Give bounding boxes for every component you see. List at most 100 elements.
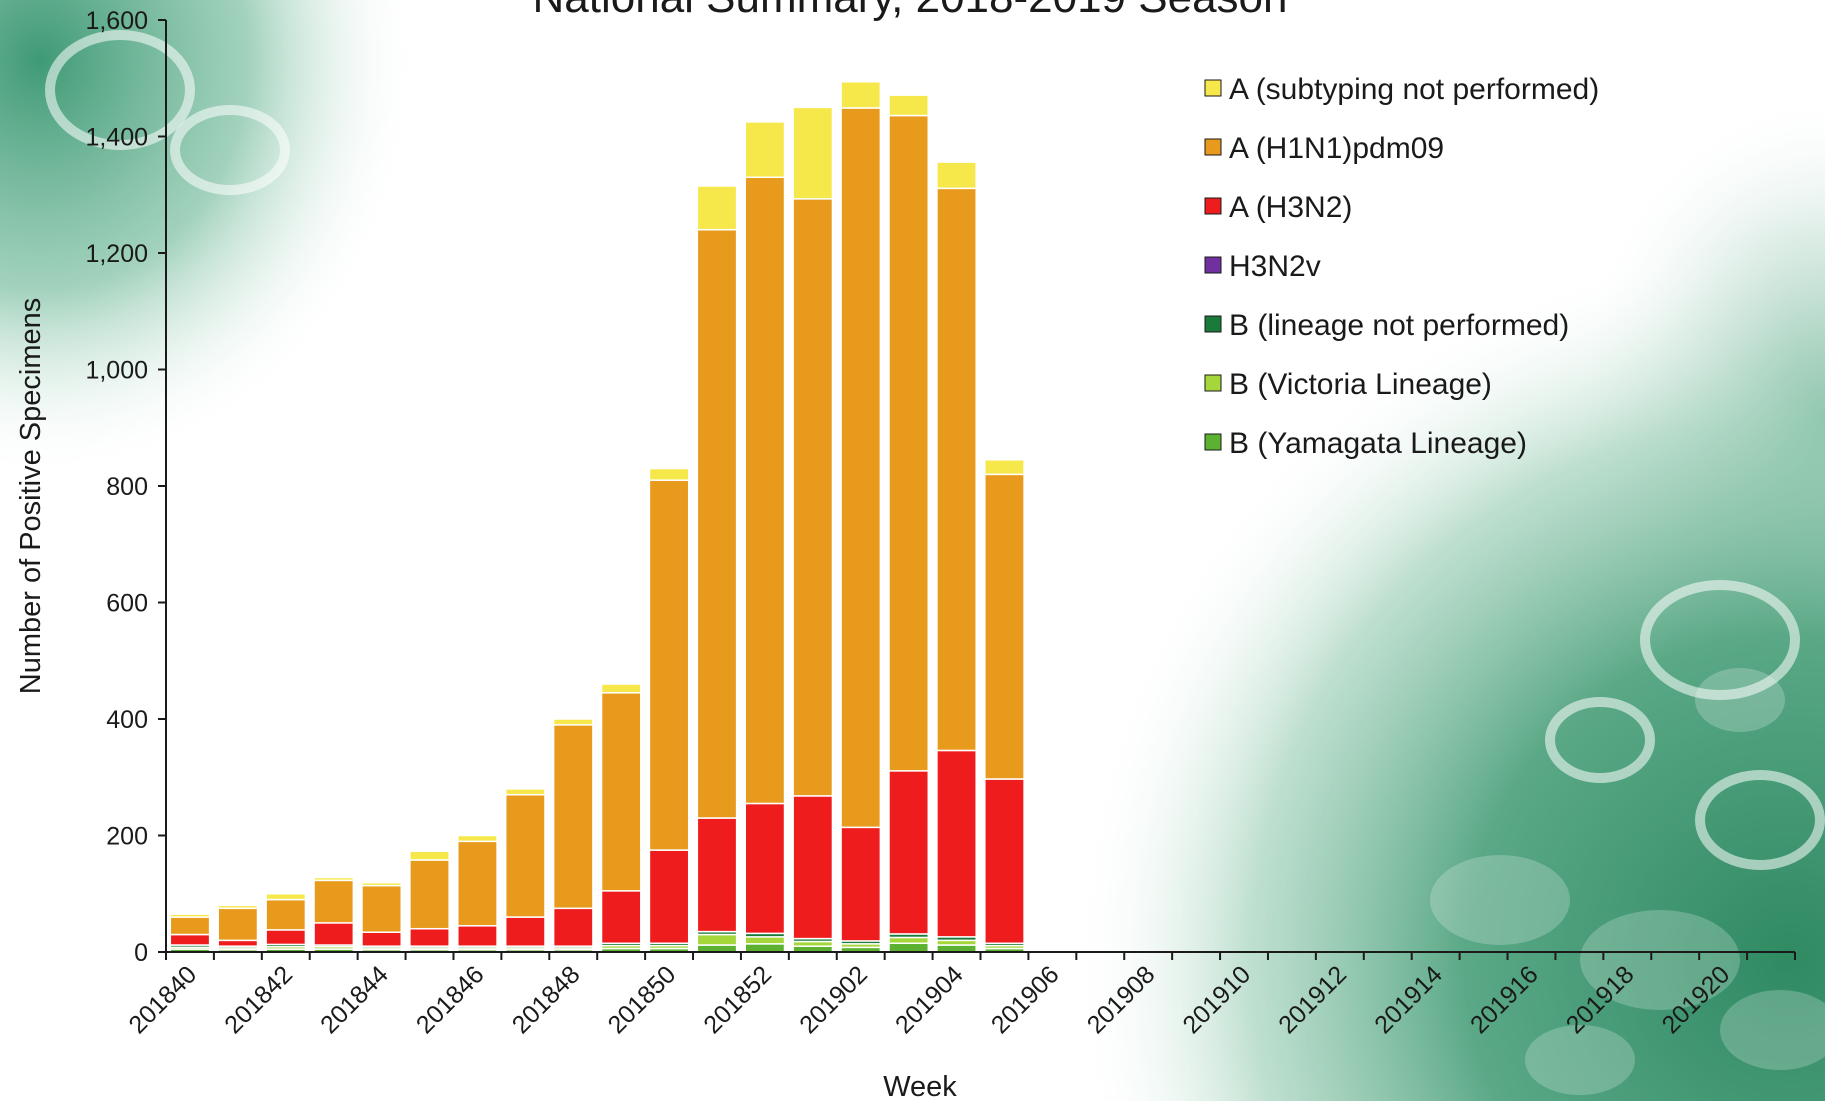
legend-label: B (lineage not performed) <box>1229 309 1569 342</box>
bar-segment-201842-s4 <box>265 929 307 946</box>
bar-segment-201849-s6 <box>600 683 642 694</box>
bar-segment-201852-s6 <box>744 121 786 179</box>
bar-segment-201905-s5 <box>984 473 1025 780</box>
bar-segment-201901-s5 <box>792 198 834 797</box>
bar-segment-201849-s4 <box>600 890 642 945</box>
bar-segment-201903-s4 <box>888 770 930 935</box>
x-tick-label: 201844 <box>315 960 394 1039</box>
x-tick-label: 201842 <box>219 960 298 1039</box>
legend-label: B (Victoria Lineage) <box>1229 368 1492 401</box>
legend-swatch <box>1204 374 1222 392</box>
bar-segment-201851-s4 <box>696 817 738 933</box>
bar-segment-201852-s0 <box>744 943 786 953</box>
x-tick-label: 201904 <box>890 960 969 1039</box>
bar-segment-201844-s4 <box>361 931 402 947</box>
bar-segment-201847-s6 <box>504 788 546 796</box>
bar-segment-201845-s5 <box>409 859 450 930</box>
bar-segment-201840-s4 <box>169 933 211 946</box>
bar-segment-201902-s5 <box>840 107 882 829</box>
legend-swatch <box>1204 79 1222 97</box>
bar-segment-201840-s6 <box>169 913 211 918</box>
legend-swatch <box>1204 315 1222 333</box>
bar-segment-201848-s6 <box>552 718 594 726</box>
legend-label: A (H3N2) <box>1229 191 1352 224</box>
bar-segment-201846-s5 <box>457 840 498 927</box>
bar-segment-201852-s4 <box>744 802 786 935</box>
plot-area <box>169 81 1025 953</box>
bar-segment-201843-s6 <box>313 876 355 882</box>
bar-segment-201846-s6 <box>457 834 498 843</box>
bar-segment-201852-s5 <box>744 176 786 805</box>
legend-swatch <box>1204 433 1222 451</box>
bar-segment-201841-s5 <box>217 907 259 942</box>
bar-segment-201901-s6 <box>792 106 834 200</box>
bar-segment-201851-s0 <box>696 944 738 953</box>
bar-segment-201849-s5 <box>600 692 642 892</box>
y-tick-label: 1,200 <box>85 240 148 268</box>
bar-segment-201844-s6 <box>361 881 402 887</box>
x-tick-label: 201918 <box>1561 960 1640 1039</box>
x-tick-label: 201910 <box>1177 960 1256 1039</box>
x-tick-label: 201912 <box>1273 960 1352 1039</box>
y-tick-label: 1,600 <box>85 7 148 35</box>
bar-segment-201843-s4 <box>313 922 355 946</box>
bar-segment-201851-s1 <box>696 933 738 946</box>
y-axis-ticks: 0 200 400 600 800 1,000 1,200 1,400 1,600 <box>85 7 166 967</box>
bar-segment-201843-s5 <box>313 879 355 924</box>
x-tick-label: 201914 <box>1369 960 1448 1039</box>
y-tick-label: 0 <box>134 939 148 967</box>
bar-segment-201848-s4 <box>552 907 594 947</box>
y-tick-label: 200 <box>106 823 148 851</box>
bar-segment-201842-s6 <box>265 893 307 901</box>
bar-segment-201842-s5 <box>265 898 307 931</box>
bar-segment-201847-s5 <box>504 793 546 918</box>
bar-segment-201841-s4 <box>217 939 259 947</box>
bar-segment-201852-s1 <box>744 936 786 945</box>
legend-label: A (subtyping not performed) <box>1229 73 1599 106</box>
bar-segment-201903-s5 <box>888 114 930 772</box>
bar-segment-201904-s5 <box>936 187 977 752</box>
bar-segment-201851-s6 <box>696 185 738 231</box>
x-tick-label: 201902 <box>794 960 873 1039</box>
bar-segment-201850-s5 <box>648 479 690 851</box>
bar-segment-201903-s1 <box>888 936 930 945</box>
x-tick-label: 201908 <box>1082 960 1161 1039</box>
legend-label: A (H1N1)pdm09 <box>1229 132 1444 165</box>
bar-segment-201845-s6 <box>409 850 450 861</box>
bar-segment-201845-s4 <box>409 927 450 947</box>
bar-segment-201904-s0 <box>936 944 977 953</box>
legend-swatch <box>1204 138 1222 156</box>
x-tick-label: 201846 <box>411 960 490 1039</box>
bar-segment-201901-s4 <box>792 795 834 940</box>
bar-segment-201841-s6 <box>217 904 259 910</box>
bar-segment-201850-s6 <box>648 467 690 481</box>
y-tick-label: 400 <box>106 706 148 734</box>
bar-segment-201847-s4 <box>504 916 546 947</box>
x-tick-label: 201848 <box>507 960 586 1039</box>
x-tick-label: 201852 <box>698 960 777 1039</box>
bar-segment-201902-s6 <box>840 81 882 109</box>
x-tick-label: 201916 <box>1465 960 1544 1039</box>
legend-swatch <box>1204 256 1222 274</box>
chart-title: National Summary, 2018-2019 Season <box>533 0 1288 22</box>
bar-segment-201850-s4 <box>648 849 690 945</box>
y-tick-label: 1,000 <box>85 357 148 385</box>
x-tick-label: 201906 <box>986 960 1065 1039</box>
bar-segment-201904-s6 <box>936 161 977 190</box>
bar-segment-201840-s5 <box>169 916 211 936</box>
legend-label: H3N2v <box>1229 250 1321 283</box>
legend-swatch <box>1204 197 1222 215</box>
bar-segment-201905-s6 <box>984 459 1025 476</box>
legend: A (subtyping not performed) A (H1N1)pdm09… <box>1204 73 1599 460</box>
bar-segment-201902-s4 <box>840 826 882 942</box>
legend-label: B (Yamagata Lineage) <box>1229 427 1527 460</box>
y-tick-label: 1,400 <box>85 124 148 152</box>
bar-segment-201903-s0 <box>888 942 930 953</box>
x-tick-label: 201920 <box>1657 960 1736 1039</box>
bar-segment-201904-s4 <box>936 749 977 938</box>
x-axis-title: Week <box>883 1071 957 1101</box>
y-tick-label: 800 <box>106 473 148 501</box>
bar-segment-201905-s4 <box>984 778 1025 945</box>
bar-segment-201903-s6 <box>888 94 930 117</box>
